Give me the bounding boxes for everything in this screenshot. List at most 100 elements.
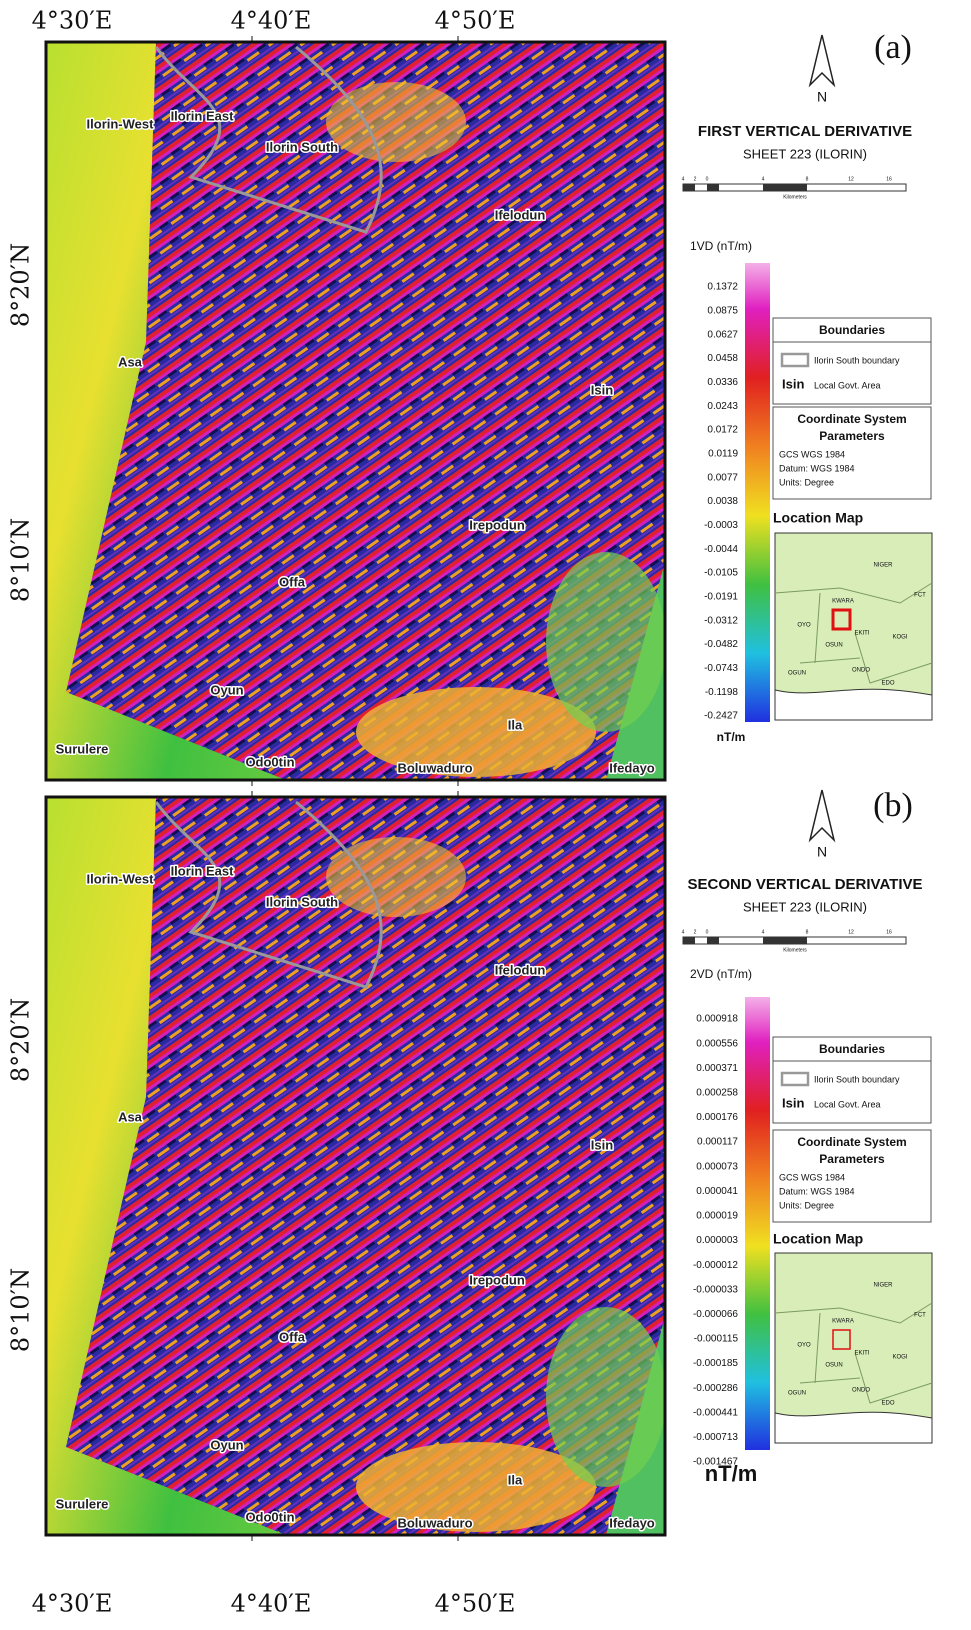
place-label: Odo0tin xyxy=(245,1509,294,1524)
legend-value: 0.000073 xyxy=(696,1161,738,1172)
lga-sample: Isin xyxy=(782,376,804,391)
anomaly-patch xyxy=(546,552,666,732)
legend-value: -0.000713 xyxy=(693,1432,738,1443)
anomaly-patch xyxy=(546,1307,666,1487)
legend-value: 0.0243 xyxy=(707,401,738,412)
location-label: FCT xyxy=(914,593,926,599)
location-label: OSUN xyxy=(825,643,842,649)
legend-value: -0.000012 xyxy=(693,1260,738,1271)
location-label: EKITI xyxy=(854,631,869,637)
coordinate-line: GCS WGS 1984 xyxy=(779,449,845,459)
lga-sample: Isin xyxy=(782,1095,804,1110)
place-label: Ilorin-West xyxy=(87,116,155,131)
place-label: Ifelodun xyxy=(495,207,546,222)
legend-value: 0.000556 xyxy=(696,1038,738,1049)
location-label: OGUN xyxy=(788,1391,806,1397)
legend-colorbar xyxy=(745,997,770,1450)
legend-unit: nT/m xyxy=(717,730,746,744)
anomaly-patch xyxy=(326,82,466,162)
place-label: Ilorin South xyxy=(266,894,338,909)
place-label: Ilorin-West xyxy=(87,871,155,886)
legend-value: 0.000019 xyxy=(696,1211,738,1222)
scale-seg xyxy=(763,937,807,944)
north-arrow xyxy=(810,790,834,840)
boundary-swatch xyxy=(782,1073,808,1085)
coordinate-title: Coordinate System xyxy=(797,1135,906,1149)
location-label: FCT xyxy=(914,1313,926,1319)
legend-value: 0.000918 xyxy=(696,1014,738,1025)
legend-value: -0.0482 xyxy=(704,639,738,650)
legend-value: 0.0077 xyxy=(707,472,738,483)
scale-seg xyxy=(683,937,695,944)
legend-unit: nT/m xyxy=(705,1461,758,1486)
coordinate-title: Parameters xyxy=(819,429,885,443)
location-label: NIGER xyxy=(873,1283,893,1289)
boundaries-title: Boundaries xyxy=(819,1042,885,1056)
legend-colorbar xyxy=(745,263,770,722)
panel-label: (a) xyxy=(874,29,912,66)
legend-value: 0.000117 xyxy=(697,1137,738,1148)
scale-seg xyxy=(707,937,719,944)
location-label: ONDO xyxy=(852,1388,870,1394)
location-label: EKITI xyxy=(854,1351,869,1357)
scale-label: 8 xyxy=(806,176,809,182)
legend-value: -0.0312 xyxy=(704,615,738,626)
scale-label: 0 xyxy=(706,176,709,182)
coordinate-title: Coordinate System xyxy=(797,412,906,426)
scale-label: 2 xyxy=(694,929,697,935)
scale-seg xyxy=(683,184,695,191)
map-title: SECOND VERTICAL DERIVATIVE xyxy=(687,876,922,893)
anomaly-patch xyxy=(356,1442,596,1532)
place-label: Surulere xyxy=(56,1496,109,1511)
legend-value: -0.0191 xyxy=(704,591,738,602)
place-label: Irepodun xyxy=(469,1272,525,1287)
map-panel xyxy=(46,42,666,780)
lon-label: 4°30′E xyxy=(32,7,113,35)
location-label: NIGER xyxy=(873,563,893,569)
place-label: Isin xyxy=(591,382,613,397)
legend-value: -0.000185 xyxy=(693,1358,738,1369)
lat-label: 8°20′N xyxy=(7,243,35,327)
scale-label: 4 xyxy=(762,176,765,182)
lon-label: 4°30′E xyxy=(32,1590,113,1618)
location-label: OYO xyxy=(797,1343,811,1349)
location-title: Location Map xyxy=(773,510,863,526)
location-label: OSUN xyxy=(825,1363,842,1369)
location-label: ONDO xyxy=(852,668,870,674)
map-sheet: SHEET 223 (ILORIN) xyxy=(743,146,867,161)
map-panel xyxy=(46,797,666,1535)
map-title: FIRST VERTICAL DERIVATIVE xyxy=(698,123,912,140)
legend-value: 0.1372 xyxy=(707,282,738,293)
location-label: KOGI xyxy=(892,1355,907,1361)
legend-value: -0.0044 xyxy=(704,544,738,555)
place-label: Surulere xyxy=(56,741,109,756)
legend-value: -0.000115 xyxy=(694,1334,739,1345)
legend-value: 0.0336 xyxy=(707,377,738,388)
lga-text: Local Govt. Area xyxy=(814,1099,881,1109)
legend-title: 2VD (nT/m) xyxy=(690,967,752,981)
map-sheet: SHEET 223 (ILORIN) xyxy=(743,899,867,914)
coordinate-line: Datum: WGS 1984 xyxy=(779,463,855,473)
anomaly-patch xyxy=(356,687,596,777)
lga-text: Local Govt. Area xyxy=(814,380,881,390)
legend-value: -0.000066 xyxy=(693,1309,738,1320)
place-label: Ifelodun xyxy=(495,962,546,977)
place-label: Boluwaduro xyxy=(397,760,472,775)
scale-unit: Kilometers xyxy=(783,947,807,953)
north-label: N xyxy=(817,844,827,860)
scale-label: 12 xyxy=(848,176,854,182)
legend-value: -0.0743 xyxy=(704,663,738,674)
lon-label: 4°40′E xyxy=(231,1590,312,1618)
north-label: N xyxy=(817,89,827,105)
scale-seg xyxy=(707,184,719,191)
figure: 4°30′E4°40′E4°50′E4°30′E4°40′E4°50′E8°20… xyxy=(0,0,971,1625)
location-label: OYO xyxy=(797,623,811,629)
coordinate-line: GCS WGS 1984 xyxy=(779,1172,845,1182)
location-label: KWARA xyxy=(832,599,854,605)
place-label: Ilorin South xyxy=(266,139,338,154)
place-label: Ifedayo xyxy=(609,1515,655,1530)
lat-label: 8°10′N xyxy=(7,1268,35,1352)
legend-value: 0.000176 xyxy=(696,1112,738,1123)
legend-value: -0.000286 xyxy=(693,1383,738,1394)
anomaly-patch xyxy=(326,837,466,917)
